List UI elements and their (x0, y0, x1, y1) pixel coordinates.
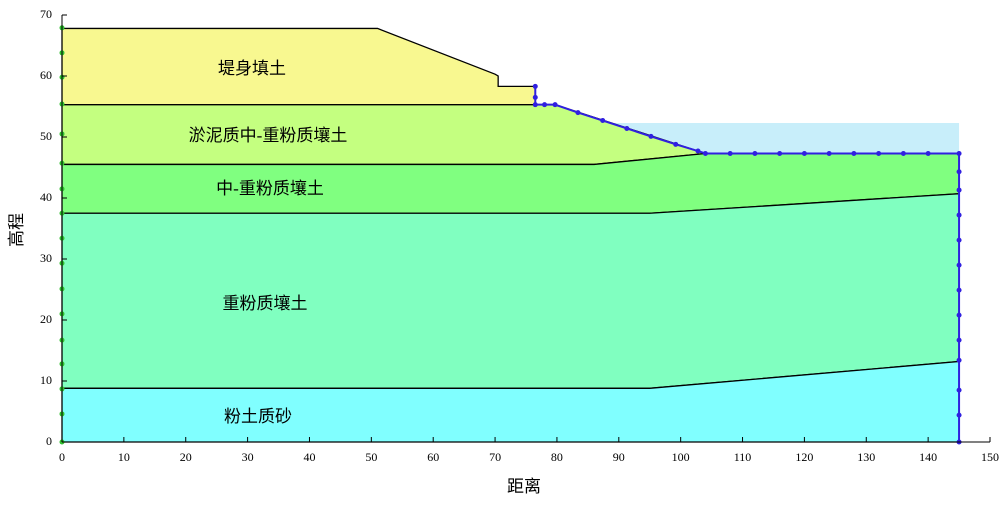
phreatic-node (552, 102, 558, 108)
phreatic-node (826, 150, 832, 156)
soil-layer (61, 104, 706, 166)
phreatic-node (900, 150, 906, 156)
layer-label: 淤泥质中-重粉质壤土 (189, 125, 348, 145)
x-tick-label: 80 (551, 450, 563, 464)
phreatic-node (956, 387, 962, 393)
phreatic-node (956, 150, 962, 156)
soil-layer (61, 193, 960, 389)
phreatic-node (532, 83, 538, 89)
phreatic-node (956, 262, 962, 268)
x-tick-label: 50 (365, 450, 377, 464)
x-tick-label: 70 (489, 450, 501, 464)
phreatic-node (648, 133, 654, 139)
x-tick-label: 110 (734, 450, 752, 464)
x-tick-label: 140 (919, 450, 937, 464)
phreatic-node (777, 150, 783, 156)
phreatic-node (956, 357, 962, 363)
phreatic-node (851, 150, 857, 156)
layer-label: 中-重粉质壤土 (216, 178, 324, 198)
phreatic-node (532, 94, 538, 100)
phreatic-node (956, 312, 962, 318)
x-tick-label: 10 (118, 450, 130, 464)
phreatic-node (956, 287, 962, 293)
x-tick-label: 20 (180, 450, 192, 464)
y-tick-label: 20 (40, 312, 52, 326)
phreatic-node (532, 102, 538, 108)
phreatic-node (673, 141, 679, 147)
x-tick-label: 90 (613, 450, 625, 464)
phreatic-node (925, 150, 931, 156)
phreatic-node (956, 169, 962, 175)
y-tick-label: 10 (40, 373, 52, 387)
y-tick-label: 30 (40, 251, 52, 265)
phreatic-node (624, 125, 630, 131)
y-axis-label: 高程 (7, 213, 26, 247)
phreatic-node (801, 150, 807, 156)
layer-label: 重粉质壤土 (223, 293, 308, 313)
phreatic-line (534, 86, 961, 442)
phreatic-node (575, 110, 581, 116)
phreatic-node (956, 187, 962, 193)
x-tick-label: 60 (427, 450, 439, 464)
y-tick-label: 50 (40, 129, 52, 143)
phreatic-node (600, 118, 606, 124)
phreatic-node (752, 150, 758, 156)
layer-label: 粉土质砂 (224, 407, 292, 426)
x-tick-label: 120 (795, 450, 813, 464)
y-tick-label: 70 (40, 7, 52, 21)
x-tick-label: 30 (242, 450, 254, 464)
phreatic-node (727, 150, 733, 156)
phreatic-node (956, 237, 962, 243)
x-tick-label: 130 (857, 450, 875, 464)
phreatic-node (956, 337, 962, 343)
phreatic-node (702, 150, 708, 156)
phreatic-node (542, 102, 548, 108)
x-tick-label: 150 (981, 450, 999, 464)
phreatic-node (876, 150, 882, 156)
water (611, 122, 960, 154)
x-axis-label: 距离 (507, 477, 541, 496)
y-tick-label: 0 (46, 434, 52, 448)
x-tick-label: 100 (672, 450, 690, 464)
x-tick-label: 40 (303, 450, 315, 464)
y-tick-label: 60 (40, 68, 52, 82)
x-tick-label: 0 (59, 450, 65, 464)
y-tick-label: 40 (40, 190, 52, 204)
phreatic-node (956, 212, 962, 218)
phreatic-node (695, 148, 701, 154)
soil-layer (61, 27, 536, 106)
phreatic-node (956, 412, 962, 418)
layer-label: 堤身填土 (218, 59, 286, 78)
